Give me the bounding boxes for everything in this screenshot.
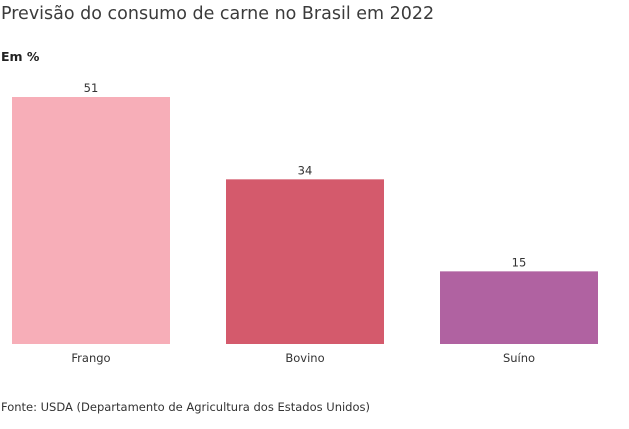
- category-label-frango: Frango: [71, 351, 110, 365]
- bar-frango: [12, 97, 170, 344]
- category-label-suíno: Suíno: [503, 351, 535, 365]
- chart-subtitle: Em %: [1, 49, 40, 64]
- chart-title: Previsão do consumo de carne no Brasil e…: [1, 4, 435, 24]
- bar-bovino: [226, 179, 384, 344]
- source-note: Fonte: USDA (Departamento de Agricultura…: [1, 400, 370, 414]
- bar-suíno: [440, 271, 598, 344]
- data-label-frango: 51: [84, 81, 99, 95]
- category-label-bovino: Bovino: [285, 351, 324, 365]
- data-label-bovino: 34: [298, 163, 313, 177]
- data-label-suíno: 15: [512, 255, 527, 269]
